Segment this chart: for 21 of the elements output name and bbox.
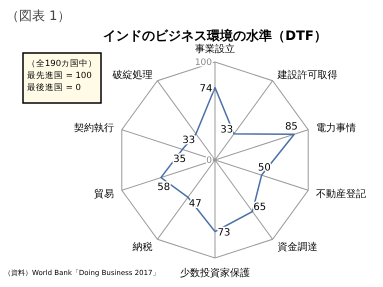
spoke-label: 契約執行 [74,122,114,134]
data-label: 85 [285,122,298,133]
spoke-label: 少数投資家保護 [180,267,250,279]
spoke-label: 納税 [132,240,153,253]
data-label: 58 [157,182,170,194]
data-label: 65 [253,202,266,214]
spoke-label: 建設許可取得 [276,69,338,82]
chart-title: インドのビジネス環境の水準（DTF） [103,28,327,44]
spoke-label: 電力事情 [316,122,356,134]
note-box: （全190カ国中） 最先進国 = 100 最後進国 = 0 [22,52,102,104]
data-label: 35 [173,154,186,165]
data-label: 73 [218,228,230,239]
y-tick-label: 100 [194,58,212,68]
spoke-label: 事業設立 [195,43,235,55]
spoke-label: 不動産登記 [316,188,366,200]
data-label: 33 [220,124,234,136]
spoke-label: 破綻処理 [112,69,153,82]
spoke-label: 資金調達 [277,240,318,253]
spoke-label: 貿易 [94,188,114,200]
text: （図表 1） [6,9,70,24]
data-label: 74 [200,83,212,94]
